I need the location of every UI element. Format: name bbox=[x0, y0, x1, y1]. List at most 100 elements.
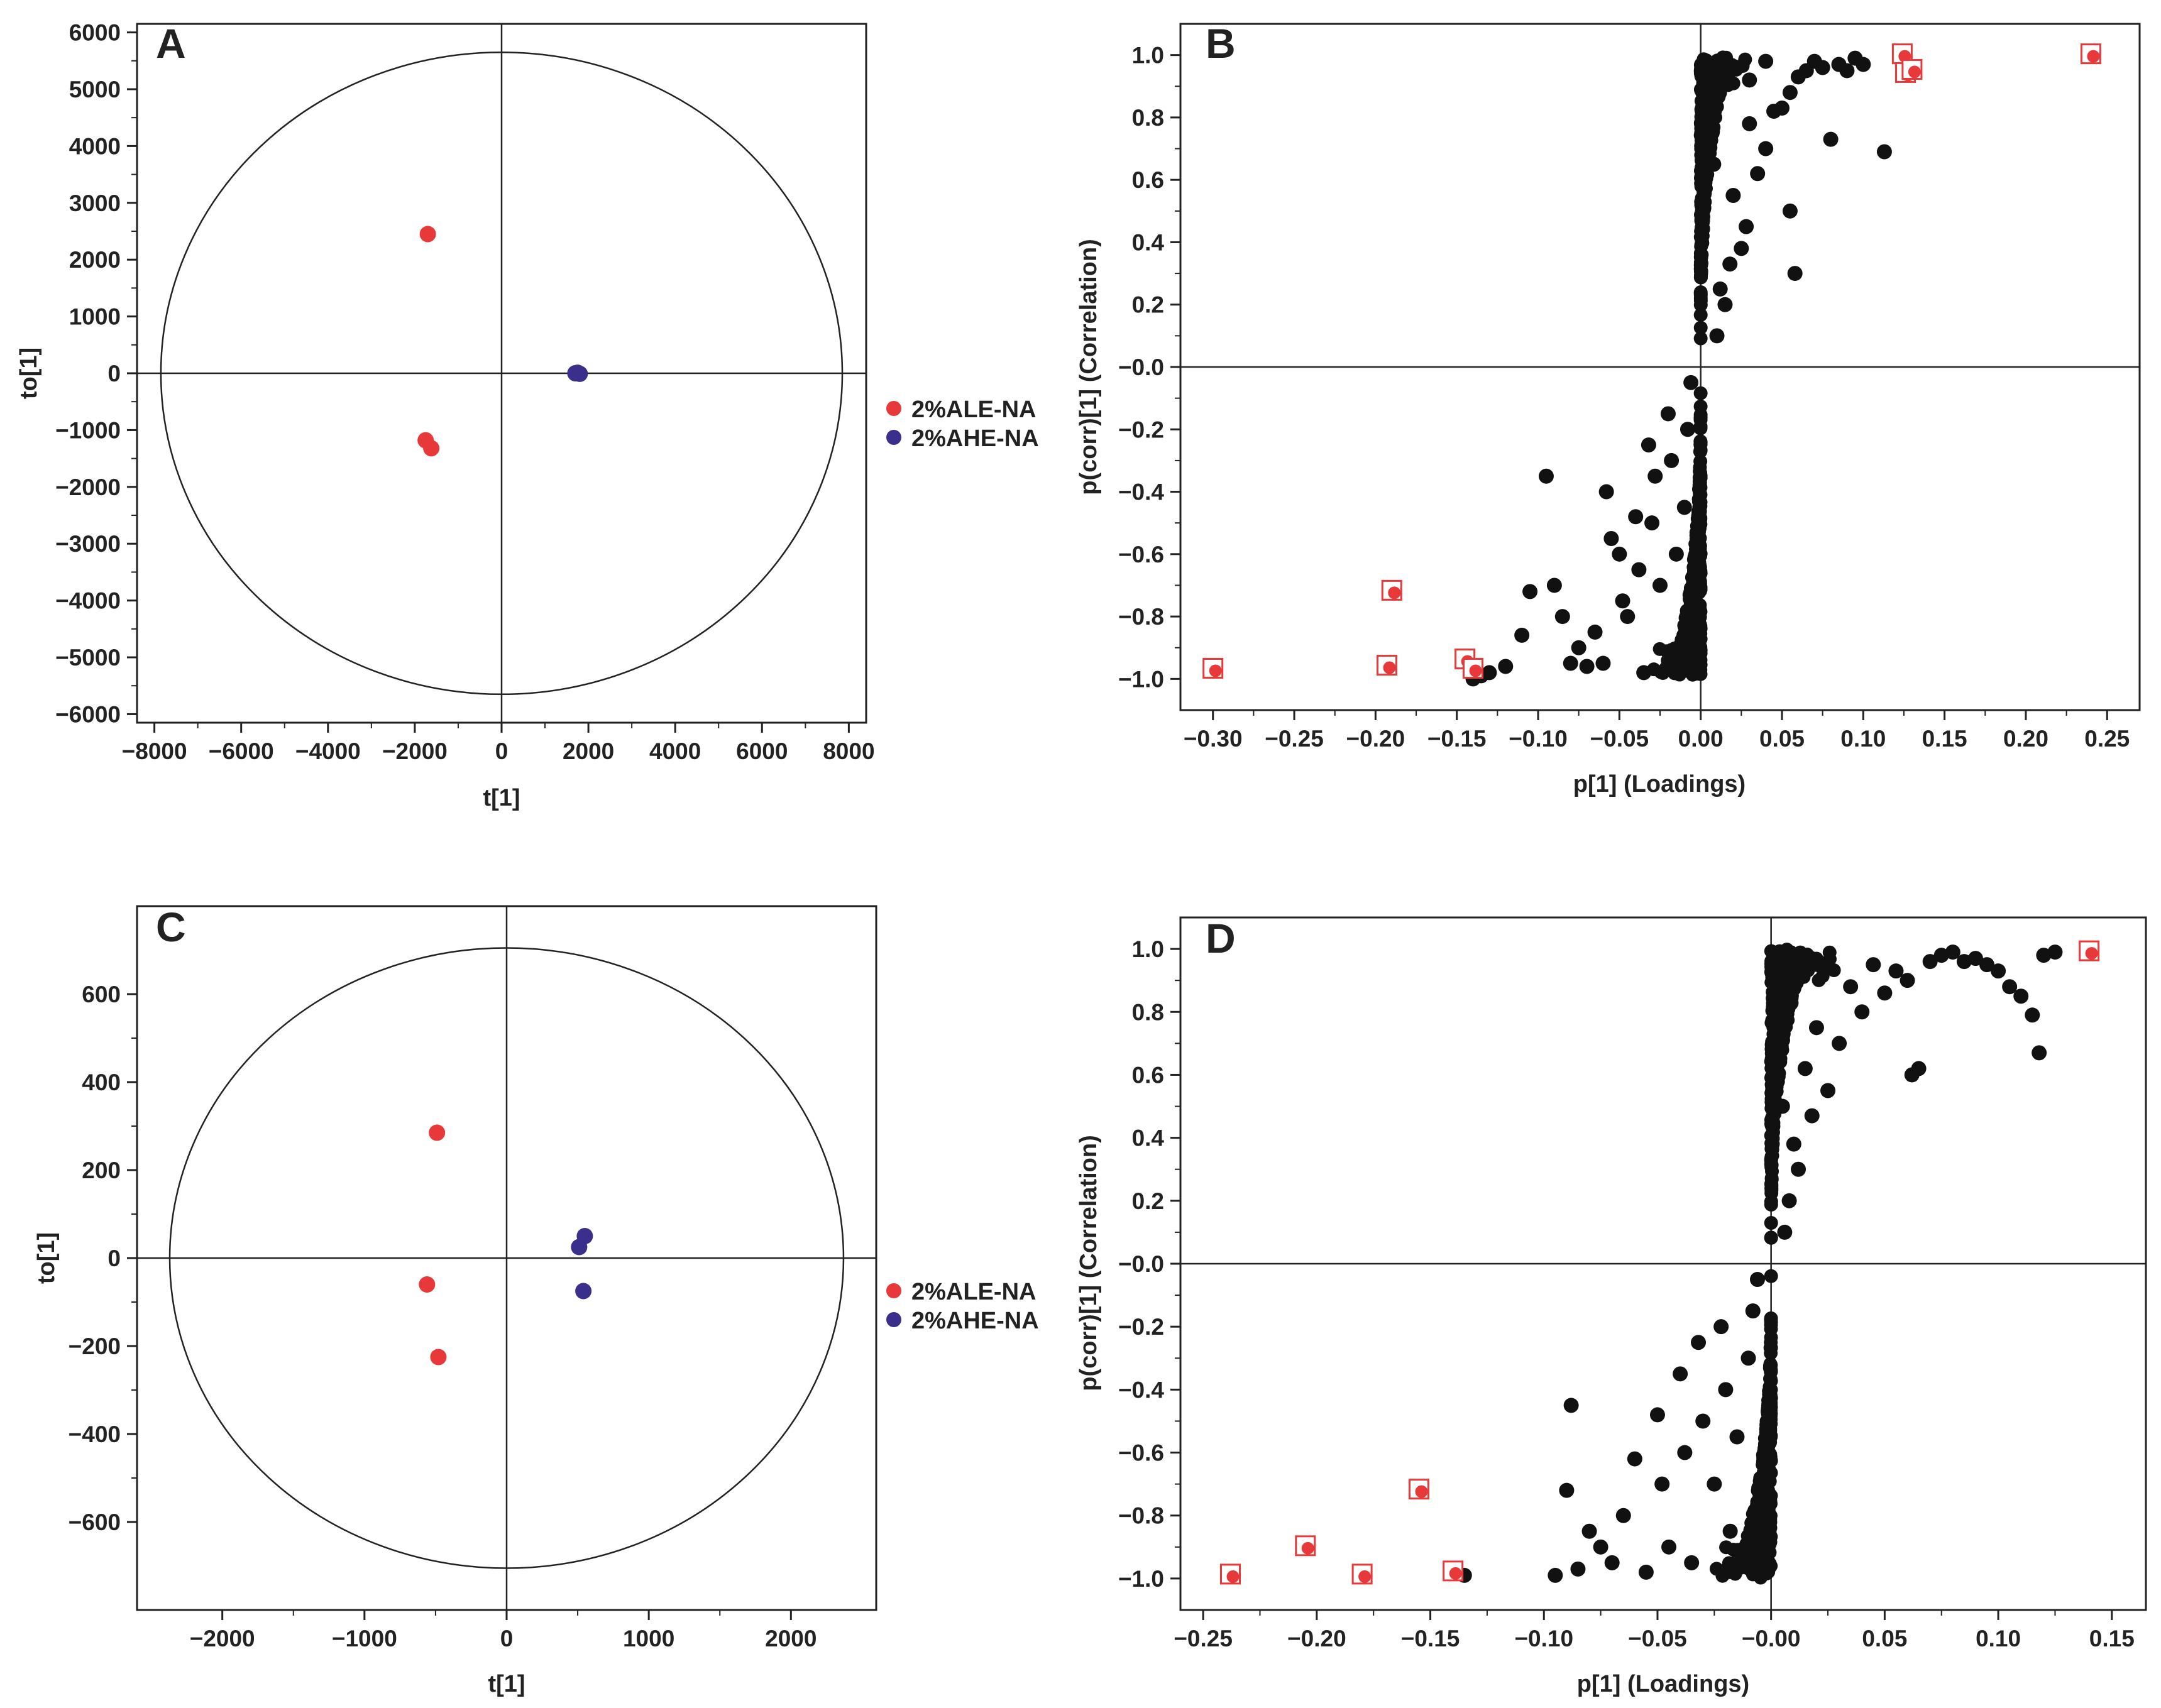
panel-d-xtick-label: −0.05 bbox=[1628, 1626, 1687, 1651]
panel-a-xtick-label: 2000 bbox=[563, 738, 614, 764]
panel-b-xtick-label: 0.00 bbox=[1678, 726, 1724, 752]
panel-d-loading-point bbox=[1877, 985, 1893, 1001]
panel-b-loading-point bbox=[1876, 144, 1892, 160]
panel-b-loading-cloud-point bbox=[1693, 331, 1708, 346]
panel-d-loading-point bbox=[1854, 1004, 1870, 1020]
panel-d-xtick-label: −0.10 bbox=[1514, 1626, 1573, 1651]
panel-b-xtick-label: −0.10 bbox=[1509, 726, 1568, 752]
panel-a-ytick-label: −6000 bbox=[55, 701, 121, 727]
panel-d-loading-point bbox=[2036, 948, 2052, 963]
panel-b-ytick-label: 1.0 bbox=[1132, 43, 1164, 68]
panel-b-loading-point bbox=[1782, 85, 1798, 101]
panel-a-legend-label-ahe: 2%AHE-NA bbox=[911, 425, 1039, 452]
panel-c: −2000 −1000 0 1000 20006004002000−200−400−60… bbox=[33, 904, 1039, 1697]
panel-b-loading-point bbox=[1839, 63, 1855, 79]
panel-d-ytick-label: 0.8 bbox=[1132, 999, 1164, 1025]
panel-b-loading-cloud-point bbox=[1688, 547, 1703, 562]
panel-b-loading-point bbox=[1823, 131, 1839, 147]
panel-b-loading-cloud-point bbox=[1692, 478, 1707, 493]
panel-b-loading-cloud-point bbox=[1693, 386, 1708, 400]
panel-a-ytick-label: 4000 bbox=[69, 133, 121, 159]
panel-c-xtick-label: 0 bbox=[500, 1626, 514, 1651]
panel-d-loading-cloud-point bbox=[1764, 1382, 1778, 1397]
panel-a-ytick-label: 6000 bbox=[69, 20, 121, 46]
panel-d-loading-point bbox=[1649, 1407, 1665, 1423]
panel-a-xtick-label: 8000 bbox=[823, 738, 874, 764]
panel-d-selected-point bbox=[1449, 1567, 1462, 1580]
panel-d-loading-point bbox=[1707, 1476, 1722, 1492]
panel-b-xtick-label: −0.05 bbox=[1590, 726, 1649, 752]
panel-d-ytick-label: 0.2 bbox=[1132, 1188, 1164, 1214]
panel-b: −0.30 −0.25 −0.20 −0.15 −0.10 −0.05 0.00 0.05 0.… bbox=[1075, 20, 2141, 797]
panel-d-loading-cloud-point bbox=[1719, 1540, 1734, 1555]
panel-d-xtick-label: 0.05 bbox=[1862, 1626, 1907, 1651]
panel-b-xtick-label: 0.05 bbox=[1759, 726, 1805, 752]
panel-b-loading-point bbox=[1615, 593, 1630, 609]
panel-d-ytick-label: −0.8 bbox=[1118, 1503, 1164, 1529]
panel-d-loading-cloud-point bbox=[1715, 1568, 1730, 1583]
panel-b-loading-point bbox=[1546, 578, 1562, 593]
panel-a: −8000 −6000 −4000 −2000 0 2000 4000 6000 8000600… bbox=[16, 20, 1039, 811]
panel-a-xtick-label: −6000 bbox=[209, 738, 274, 764]
panel-b-loading-cloud-point bbox=[1713, 58, 1727, 73]
panel-b-loading-cloud-point bbox=[1695, 200, 1709, 214]
panel-a-ytick-label: 2000 bbox=[69, 247, 121, 273]
panel-b-loading-cloud-point bbox=[1698, 176, 1713, 190]
panel-d-loading-cloud-point bbox=[1764, 1197, 1778, 1212]
panel-a-xlabel: t[1] bbox=[483, 785, 520, 811]
panel-b-loading-cloud-point bbox=[1694, 127, 1708, 141]
panel-b-xtick-label: −0.30 bbox=[1184, 726, 1243, 752]
panel-d-loading-point bbox=[2025, 1007, 2040, 1023]
panel-d-loading-point bbox=[1866, 957, 1881, 973]
panel-d-loading-point bbox=[1781, 1193, 1797, 1208]
panel-b-selected-point bbox=[1908, 65, 1921, 79]
panel-d-loading-point bbox=[1922, 954, 1938, 970]
panel-c-ytick-label: −400 bbox=[69, 1421, 121, 1447]
panel-b-loading-cloud-point bbox=[1679, 659, 1693, 673]
panel-d-loading-point bbox=[1673, 1366, 1688, 1382]
panel-d-loading-point bbox=[1956, 954, 1972, 970]
panel-b-loading-point bbox=[1712, 281, 1728, 297]
panel-a-ytick-label: 3000 bbox=[69, 190, 121, 216]
panel-c-letter: C bbox=[156, 904, 186, 950]
panel-c-ytick-label: 0 bbox=[107, 1245, 121, 1271]
panel-d-loading-cloud-point bbox=[1746, 1514, 1761, 1529]
panel-d-ytick-label: −0.2 bbox=[1118, 1314, 1164, 1340]
panel-b-loading-point bbox=[1579, 659, 1595, 674]
panel-d-loading-point bbox=[1615, 1508, 1631, 1523]
panel-b-loading-point bbox=[1680, 422, 1695, 437]
panel-b-loading-point bbox=[1676, 500, 1692, 515]
panel-d-ytick-label: −1.0 bbox=[1118, 1566, 1164, 1592]
panel-d-loading-point bbox=[1774, 1098, 1790, 1114]
panel-d-ytick-label: −0.0 bbox=[1118, 1251, 1164, 1277]
panel-a-score-point-ale bbox=[419, 226, 436, 243]
panel-b-loading-point bbox=[1742, 116, 1757, 131]
panel-a-letter: A bbox=[156, 20, 186, 67]
panel-b-loading-point bbox=[1538, 468, 1554, 484]
panel-d-loading-point bbox=[1713, 1319, 1729, 1335]
panel-d-loading-point bbox=[1843, 979, 1859, 995]
panel-a-score-point-ahe bbox=[569, 364, 586, 381]
panel-d-loading-point bbox=[1661, 1539, 1677, 1555]
panel-b-loading-point bbox=[1554, 609, 1570, 625]
panel-b-loading-cloud-point bbox=[1694, 239, 1708, 254]
panel-d-letter: D bbox=[1206, 915, 1236, 961]
panel-a-xtick-label: −2000 bbox=[382, 738, 448, 764]
panel-d-loading-cloud-point bbox=[1764, 1181, 1779, 1195]
panel-b-loading-point bbox=[1717, 297, 1733, 312]
panel-b-loading-cloud-point bbox=[1693, 308, 1708, 322]
panel-d-loading-point bbox=[1804, 1108, 1820, 1124]
panel-d-loading-point bbox=[1820, 1083, 1836, 1098]
panel-b-xlabel: p[1] (Loadings) bbox=[1573, 771, 1746, 797]
panel-c-legend-label-ale: 2%ALE-NA bbox=[911, 1279, 1036, 1305]
panel-d-loading-point bbox=[1627, 1451, 1642, 1467]
panel-d-loading-point bbox=[1729, 1429, 1745, 1445]
panel-d-loading-point bbox=[1797, 1061, 1813, 1076]
panel-d-loading-cloud-point bbox=[1798, 955, 1813, 970]
panel-b-selected-point bbox=[2087, 50, 2100, 63]
panel-b-loading-point bbox=[1514, 627, 1530, 643]
panel-b-loading-cloud-point bbox=[1661, 653, 1675, 667]
panel-d-loading-cloud-point bbox=[1765, 1034, 1779, 1049]
panel-d-loading-point bbox=[1967, 951, 1983, 966]
